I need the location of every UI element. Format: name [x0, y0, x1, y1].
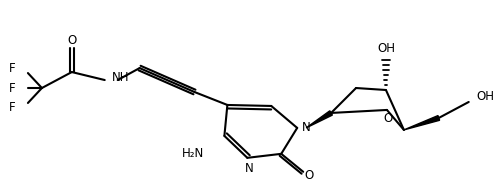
Text: NH: NH: [112, 70, 129, 84]
Polygon shape: [306, 111, 332, 128]
Text: N: N: [245, 162, 253, 175]
Text: O: O: [383, 112, 392, 125]
Text: OH: OH: [377, 42, 395, 55]
Text: O: O: [305, 169, 314, 182]
Text: O: O: [67, 34, 76, 47]
Text: F: F: [8, 62, 15, 75]
Text: F: F: [8, 81, 15, 94]
Polygon shape: [404, 116, 440, 130]
Text: N: N: [302, 121, 311, 134]
Text: F: F: [8, 101, 15, 114]
Text: OH: OH: [477, 91, 495, 103]
Text: H₂N: H₂N: [182, 147, 205, 160]
